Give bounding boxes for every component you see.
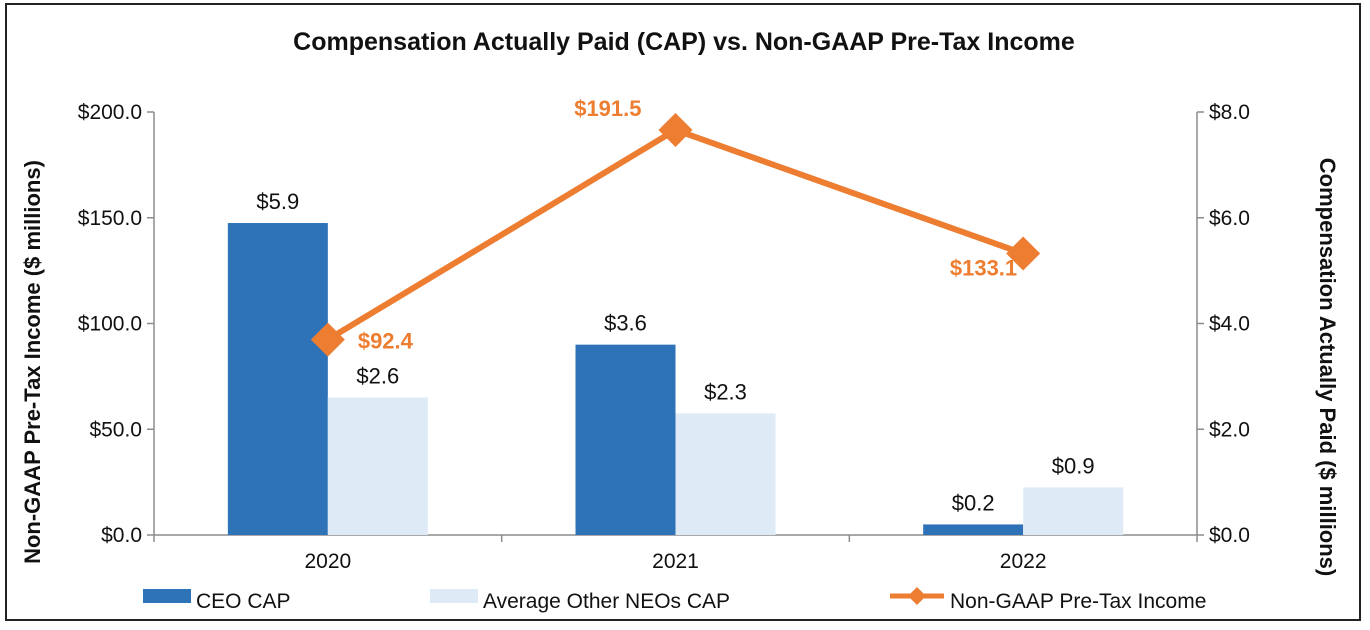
- left-axis-title: Non-GAAP Pre-Tax Income ($ millions): [20, 160, 45, 564]
- chart-frame: [5, 3, 1361, 621]
- legend-label: Non-GAAP Pre-Tax Income: [950, 590, 1206, 613]
- bar-average-other-neos-cap: [327, 397, 428, 535]
- bar-ceo-cap: [923, 524, 1024, 535]
- bar-data-label: $3.6: [604, 311, 647, 336]
- bar-average-other-neos-cap: [675, 413, 776, 535]
- line-marker: [1006, 236, 1041, 271]
- bar-data-label: $2.6: [356, 364, 399, 389]
- left-tick-label: $200.0: [78, 101, 142, 124]
- left-tick-label: $100.0: [78, 313, 142, 336]
- bar-ceo-cap: [575, 344, 676, 535]
- left-tick-label: $0.0: [101, 524, 142, 547]
- legend-marker: [908, 587, 926, 605]
- right-tick-label: $0.0: [1209, 524, 1250, 547]
- x-tick-label: 2021: [652, 550, 699, 573]
- line-marker: [310, 322, 345, 357]
- right-axis-title: Compensation Actually Paid ($ millions): [1315, 158, 1340, 576]
- bar-data-label: $0.9: [1052, 453, 1095, 478]
- legend-label: CEO CAP: [196, 590, 291, 613]
- chart-title: Compensation Actually Paid (CAP) vs. Non…: [293, 28, 1075, 56]
- line-data-label: $191.5: [574, 96, 641, 121]
- bar-data-label: $0.2: [952, 490, 995, 515]
- line-data-label: $92.4: [358, 329, 414, 354]
- line-series: [326, 126, 1025, 343]
- bar-average-other-neos-cap: [1023, 487, 1124, 535]
- legend-label: Average Other NEOs CAP: [483, 590, 730, 613]
- legend: CEO CAP Average Other NEOs CAP Non-GAAP Pr…: [143, 587, 1206, 613]
- right-tick-label: $8.0: [1209, 101, 1250, 124]
- right-tick-label: $2.0: [1209, 418, 1250, 441]
- legend-swatch: [143, 589, 191, 603]
- right-tick-label: $4.0: [1209, 313, 1250, 336]
- left-tick-label: $150.0: [78, 207, 142, 230]
- plot-area: $0.0 $50.0 $100.0 $150.0 $200.0 $0.0 $2.0 $4.0 $…: [78, 96, 1250, 573]
- legend-swatch: [430, 589, 478, 603]
- left-tick-label: $50.0: [89, 418, 142, 441]
- line-marker: [658, 112, 693, 147]
- x-tick-label: 2022: [1000, 550, 1047, 573]
- bar-data-label: $2.3: [704, 379, 747, 404]
- line-data-label: $133.1: [950, 255, 1017, 280]
- right-tick-label: $6.0: [1209, 207, 1250, 230]
- bar-ceo-cap: [227, 223, 328, 535]
- x-tick-label: 2020: [304, 550, 351, 573]
- bar-data-label: $5.9: [256, 189, 299, 214]
